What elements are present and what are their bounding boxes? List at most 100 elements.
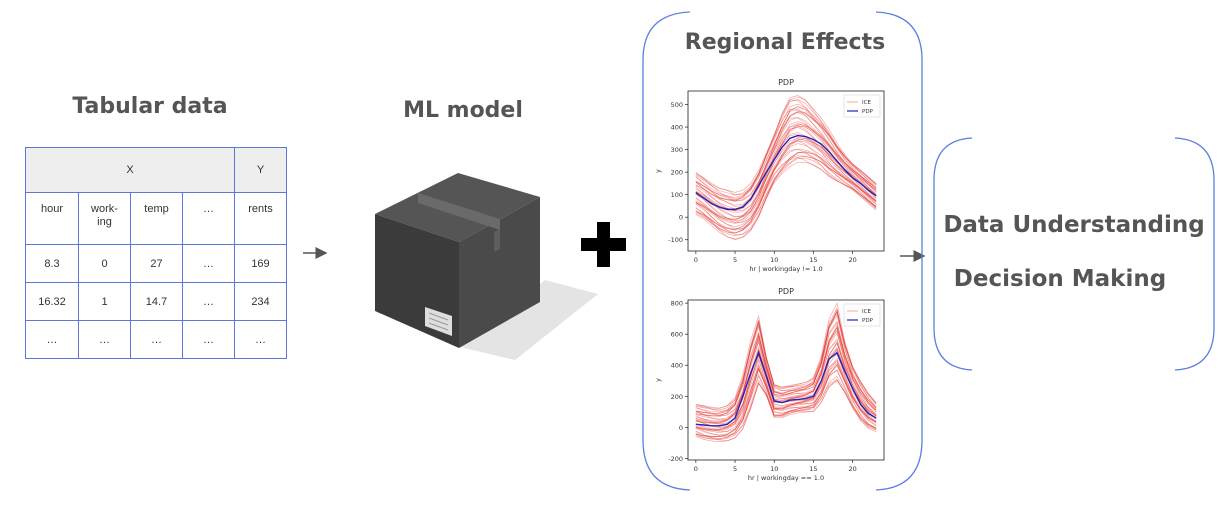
chart-title: PDP bbox=[778, 287, 794, 296]
ice-line bbox=[695, 137, 877, 223]
ice-line bbox=[695, 312, 877, 417]
x-axis-label: hr | workingday == 1.0 bbox=[748, 474, 824, 482]
ice-line bbox=[695, 132, 877, 222]
black-box-icon bbox=[375, 173, 598, 360]
ice-line bbox=[695, 140, 877, 224]
ice-line bbox=[695, 307, 877, 411]
ice-line bbox=[695, 111, 877, 201]
ice-line bbox=[695, 125, 877, 218]
ice-line bbox=[695, 151, 877, 235]
chart-title: PDP bbox=[778, 78, 794, 87]
table-cell: 169 bbox=[234, 244, 287, 283]
ice-line bbox=[695, 106, 877, 199]
ice-line bbox=[695, 342, 877, 425]
ice-line bbox=[695, 121, 877, 211]
ice-line bbox=[695, 109, 877, 207]
ice-line bbox=[695, 156, 877, 234]
table-row: 8.3 0 27 … 169 bbox=[25, 244, 287, 283]
ice-line bbox=[695, 320, 877, 417]
table-cell: 27 bbox=[130, 244, 183, 283]
ice-line bbox=[695, 365, 877, 432]
ice-line bbox=[695, 117, 877, 212]
ice-line bbox=[695, 309, 877, 413]
legend-pdp-label: PDP bbox=[862, 318, 874, 324]
x-tick-label: 0 bbox=[694, 256, 698, 264]
ice-line bbox=[695, 157, 877, 237]
ice-line bbox=[695, 95, 877, 196]
tabular-data-title: Tabular data bbox=[72, 94, 228, 119]
y-tick-label: -100 bbox=[668, 236, 683, 244]
table-cell: … bbox=[25, 320, 79, 359]
y-tick-label: 0 bbox=[679, 214, 683, 222]
table-header-row: X Y bbox=[25, 147, 287, 193]
ice-line bbox=[695, 360, 877, 430]
ice-line bbox=[695, 108, 877, 202]
x-tick-label: 10 bbox=[770, 256, 778, 264]
ice-line bbox=[695, 148, 877, 234]
table-cell: 234 bbox=[234, 282, 287, 321]
ice-line bbox=[695, 110, 877, 202]
y-tick-label: 200 bbox=[671, 393, 683, 401]
column-header: … bbox=[182, 192, 235, 245]
ice-line bbox=[695, 322, 877, 414]
plot-frame bbox=[687, 299, 885, 461]
ice-line bbox=[695, 375, 877, 440]
x-tick-label: 10 bbox=[770, 465, 778, 473]
table-columns-row: hour work- ing temp … rents bbox=[25, 192, 287, 245]
ice-line bbox=[695, 362, 877, 438]
ice-line bbox=[695, 324, 877, 424]
column-header: rents bbox=[234, 192, 287, 245]
ice-line bbox=[695, 379, 877, 443]
ice-line bbox=[695, 157, 877, 241]
y-tick-label: 200 bbox=[671, 169, 683, 177]
ice-line bbox=[695, 359, 877, 436]
ml-model-title: ML model bbox=[403, 98, 523, 123]
pdp-chart-workingday: PDP 0 5 10 15 20 -200 0 200 400 600 800 hr | working… bbox=[654, 287, 885, 482]
ice-line bbox=[695, 332, 877, 422]
ice-line bbox=[695, 342, 877, 431]
column-header: temp bbox=[130, 192, 183, 245]
ice-line bbox=[695, 310, 877, 412]
ice-line bbox=[695, 327, 877, 416]
left-bracket-icon bbox=[933, 137, 973, 371]
ice-line bbox=[695, 380, 877, 442]
ice-line bbox=[695, 327, 877, 417]
table-cell: 1 bbox=[78, 282, 131, 321]
table-cell: … bbox=[182, 244, 235, 283]
decision-making-label: Decision Making bbox=[953, 266, 1167, 292]
right-bracket-icon bbox=[1174, 137, 1215, 371]
ice-line bbox=[695, 151, 877, 230]
pdp-line bbox=[695, 350, 877, 427]
ice-line bbox=[695, 329, 877, 420]
ice-line bbox=[695, 311, 877, 409]
x-tick-label: 20 bbox=[848, 256, 856, 264]
x-axis-label: hr | workingday != 1.0 bbox=[749, 265, 822, 273]
y-axis-label: y bbox=[654, 378, 662, 382]
table-row: … … … … … bbox=[25, 320, 287, 359]
y-tick-label: -200 bbox=[668, 455, 683, 463]
ice-line bbox=[695, 350, 877, 431]
ice-line bbox=[695, 96, 877, 193]
y-tick-label: 600 bbox=[671, 331, 683, 339]
tabular-data-table: X Y hour work- ing temp … rents 8.3 0 27… bbox=[25, 147, 287, 359]
legend-ice-label: ICE bbox=[862, 309, 871, 315]
ice-line bbox=[695, 117, 877, 210]
ice-line bbox=[695, 137, 877, 220]
ice-line bbox=[695, 103, 877, 198]
ice-line bbox=[695, 302, 877, 409]
pdp-line bbox=[695, 134, 877, 210]
pdp-chart-not-workingday: PDP 0 5 10 15 20 -100 0 100 200 300 400 500 hr | work… bbox=[654, 78, 885, 273]
y-tick-label: 500 bbox=[671, 101, 683, 109]
legend-pdp-label: PDP bbox=[862, 109, 874, 115]
ice-line bbox=[695, 358, 877, 433]
regional-effects-title: Regional Effects bbox=[684, 30, 886, 55]
table-row: 16.32 1 14.7 … 234 bbox=[25, 282, 287, 321]
plot-frame bbox=[687, 90, 885, 252]
ice-line bbox=[695, 363, 877, 439]
y-tick-label: 300 bbox=[671, 146, 683, 154]
ice-line bbox=[695, 140, 877, 230]
ice-line bbox=[695, 148, 877, 230]
column-header: hour bbox=[25, 192, 79, 245]
data-understanding-label: Data Understanding bbox=[943, 212, 1205, 238]
ice-line bbox=[695, 137, 877, 223]
